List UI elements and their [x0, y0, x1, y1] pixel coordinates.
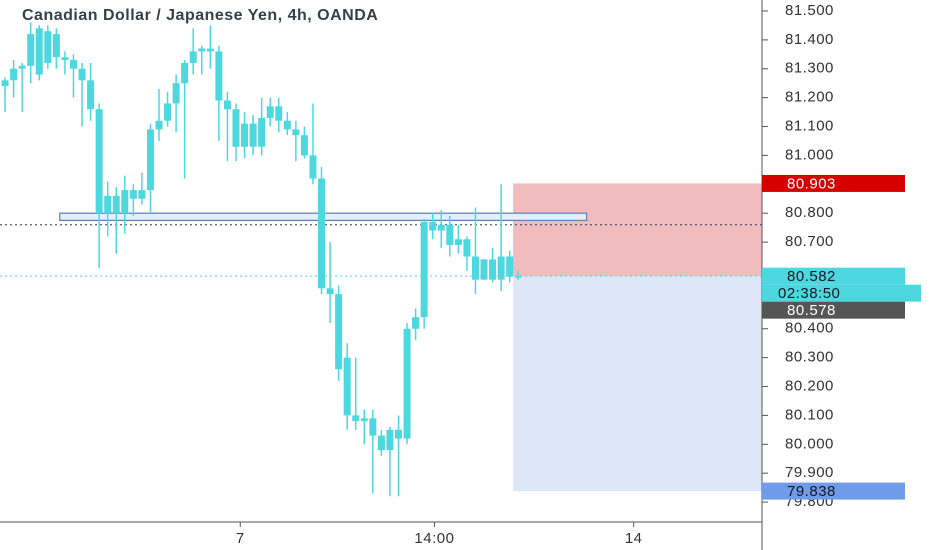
y-tick-label: 80.000 [785, 435, 834, 452]
price-label-box [762, 482, 905, 500]
y-tick-label: 80.700 [785, 233, 834, 250]
price-label-box [762, 301, 905, 319]
candle-body [283, 120, 291, 130]
candle-body [206, 48, 214, 52]
candle-body [181, 62, 189, 84]
candle-body [35, 28, 43, 75]
candle-body [377, 435, 385, 451]
candle-body [369, 418, 377, 436]
countdown: 02:38:50 [778, 285, 840, 302]
candle-body [164, 103, 172, 121]
candle-body [27, 34, 35, 66]
candle-body [514, 276, 522, 278]
candle-body [326, 288, 334, 295]
candle-body [394, 429, 402, 439]
candle-body [300, 135, 308, 156]
candle-body [343, 357, 351, 416]
y-tick-label: 81.000 [785, 146, 834, 163]
candle-body [403, 328, 411, 439]
candle-body [52, 34, 60, 58]
candle-body [480, 259, 488, 280]
candle-body [420, 221, 428, 318]
candle-body [454, 239, 462, 245]
candle-body [172, 83, 180, 104]
candle-body [232, 109, 240, 147]
y-tick-label: 80.300 [785, 349, 834, 366]
candle-body [146, 129, 154, 191]
candle-body [18, 65, 26, 69]
candle-body [69, 60, 77, 69]
candle-body [87, 80, 95, 110]
stop-zone [513, 183, 762, 277]
candle-body [112, 195, 120, 214]
candle-body [129, 190, 137, 199]
candle-body [463, 239, 471, 257]
candle-body [266, 106, 274, 118]
candle-body [121, 190, 129, 214]
candle-body [412, 317, 420, 329]
candle-body [275, 106, 283, 121]
candle-body [258, 117, 266, 147]
price-label: 80.582 [787, 268, 836, 285]
y-tick-label: 81.200 [785, 89, 834, 106]
candle-body [429, 221, 437, 231]
chart-title: Canadian Dollar / Japanese Yen, 4h, OAND… [22, 7, 378, 24]
candle-body [360, 418, 368, 422]
candle-body [506, 256, 514, 277]
candle-body [386, 429, 394, 451]
candle-body [78, 68, 86, 81]
candle-body [292, 129, 300, 136]
candle-body [44, 31, 52, 63]
candle-body [489, 259, 497, 280]
candle-body [223, 100, 231, 110]
candle-body [352, 415, 360, 422]
countdown-box [762, 284, 921, 302]
x-tick-label: 7 [236, 530, 245, 547]
price-label-box [762, 267, 905, 285]
candle-body [497, 256, 505, 280]
y-tick-label: 81.500 [785, 2, 834, 19]
candle-body [198, 48, 206, 52]
candle-body [95, 109, 103, 214]
candle-body [10, 68, 18, 81]
price-label-box [762, 174, 905, 192]
price-label: 79.838 [787, 483, 836, 500]
candle-body [104, 195, 112, 214]
candle-body [1, 80, 9, 87]
target-zone [513, 276, 762, 492]
candle-body [189, 51, 197, 63]
candle-body [471, 256, 479, 280]
candle-body [437, 224, 445, 231]
candle-body [335, 294, 343, 370]
y-tick-label: 80.100 [785, 406, 834, 423]
y-tick-label: 79.900 [785, 464, 834, 481]
y-tick-label: 81.400 [785, 31, 834, 48]
y-tick-label: 81.300 [785, 60, 834, 77]
candle-body [138, 190, 146, 199]
price-label: 80.578 [787, 302, 836, 319]
price-label: 80.903 [787, 175, 836, 192]
y-tick-label: 80.400 [785, 320, 834, 337]
candle-body [155, 120, 163, 130]
candle-body [309, 155, 317, 179]
y-tick-label: 81.100 [785, 117, 834, 134]
y-tick-label: 80.800 [785, 204, 834, 221]
candle-body [241, 123, 249, 147]
candle-body [446, 224, 454, 245]
y-tick-label: 80.200 [785, 377, 834, 394]
candle-body [318, 178, 326, 289]
x-tick-label: 14 [625, 530, 643, 547]
candle-body [61, 57, 69, 61]
candle-body [215, 51, 223, 101]
candle-body [249, 123, 257, 147]
x-tick-label: 14:00 [414, 530, 454, 547]
